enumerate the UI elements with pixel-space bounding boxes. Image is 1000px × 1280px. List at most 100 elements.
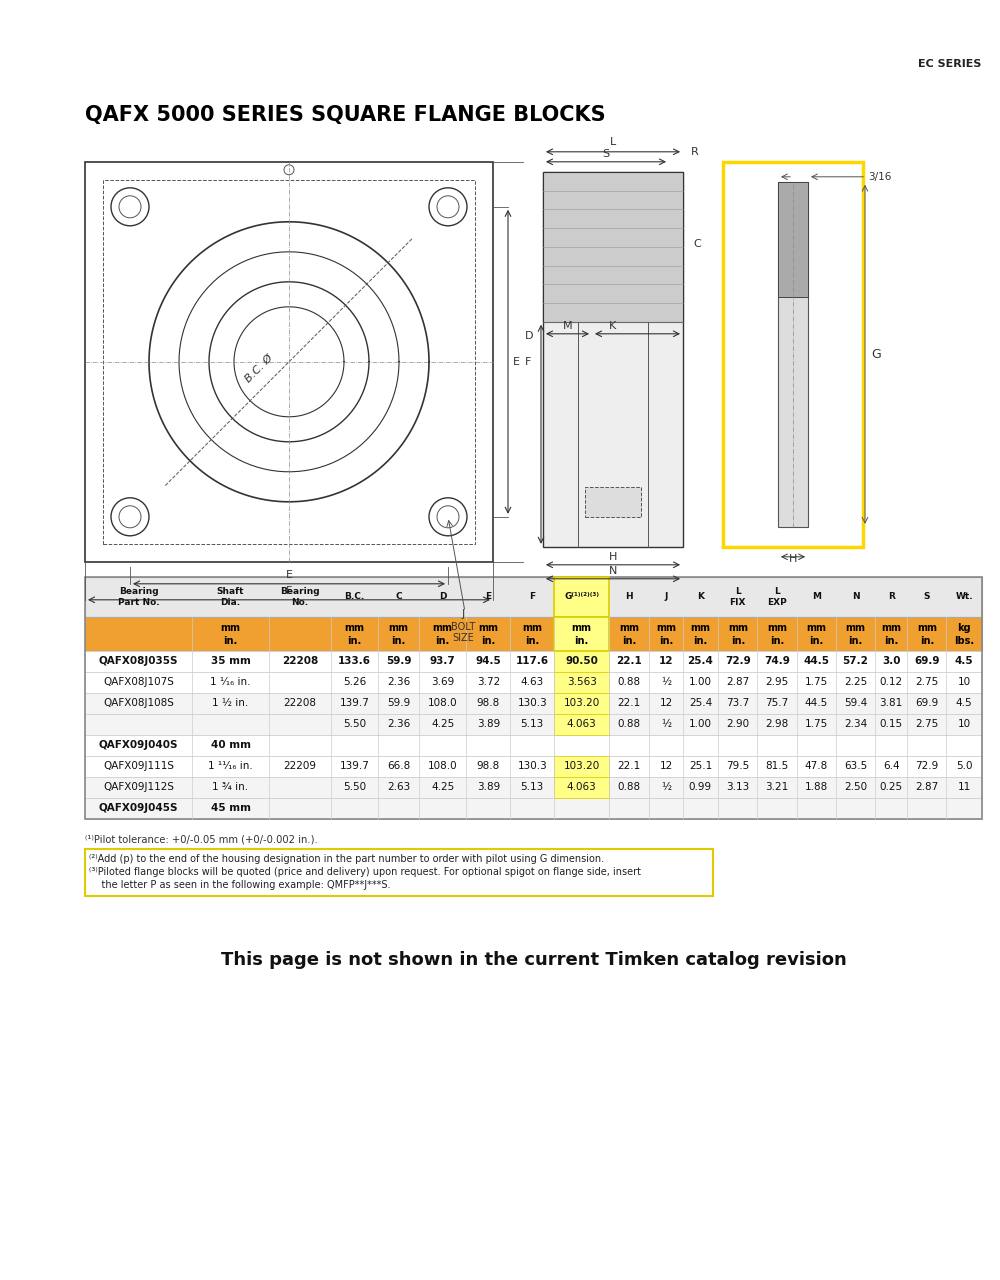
- Text: 4.5: 4.5: [956, 699, 972, 708]
- Text: QAFX08J107S: QAFX08J107S: [103, 677, 174, 687]
- Text: 22.1: 22.1: [618, 762, 641, 772]
- Text: 0.15: 0.15: [880, 719, 903, 730]
- Text: mm: mm: [522, 622, 542, 632]
- Bar: [85, 692, 982, 714]
- Text: 130.3: 130.3: [517, 699, 547, 708]
- Text: 47.8: 47.8: [805, 762, 828, 772]
- Text: 3/16: 3/16: [868, 172, 891, 182]
- Bar: [543, 172, 683, 321]
- Text: in.: in.: [693, 636, 708, 646]
- Text: 5.13: 5.13: [521, 782, 544, 792]
- Text: in.: in.: [770, 636, 784, 646]
- Text: 4.63: 4.63: [521, 677, 544, 687]
- Text: 3.0: 3.0: [882, 657, 900, 667]
- Text: PRODUCT DATA TABLES: PRODUCT DATA TABLES: [825, 20, 981, 33]
- Text: 22.1: 22.1: [618, 699, 641, 708]
- Text: S: S: [924, 593, 930, 602]
- Text: 1.75: 1.75: [805, 719, 828, 730]
- Text: mm: mm: [690, 622, 710, 632]
- Bar: [85, 617, 982, 650]
- Text: mm: mm: [433, 622, 453, 632]
- Text: 12: 12: [659, 699, 673, 708]
- Text: 57.2: 57.2: [843, 657, 868, 667]
- Text: 98.8: 98.8: [477, 762, 500, 772]
- Text: 63.5: 63.5: [844, 762, 867, 772]
- Text: 4.25: 4.25: [431, 782, 454, 792]
- Text: 69.9: 69.9: [915, 699, 938, 708]
- Bar: [554, 692, 609, 714]
- Text: mm: mm: [917, 622, 937, 632]
- Text: 22209: 22209: [284, 762, 317, 772]
- Text: 1.88: 1.88: [805, 782, 828, 792]
- Text: 6.4: 6.4: [883, 762, 899, 772]
- Text: F: F: [529, 593, 535, 602]
- Text: 35 mm: 35 mm: [211, 657, 250, 667]
- Text: 139.7: 139.7: [340, 762, 370, 772]
- Text: 0.88: 0.88: [618, 677, 641, 687]
- Text: 1 ¾ in.: 1 ¾ in.: [212, 782, 249, 792]
- Text: 3.89: 3.89: [477, 782, 500, 792]
- Text: 2.95: 2.95: [765, 677, 789, 687]
- Text: in.: in.: [525, 636, 539, 646]
- Text: 130.3: 130.3: [517, 762, 547, 772]
- Text: N: N: [852, 593, 859, 602]
- Text: 44.5: 44.5: [803, 657, 829, 667]
- Bar: [778, 182, 808, 297]
- Text: 69.9: 69.9: [914, 657, 940, 667]
- Text: mm: mm: [345, 622, 365, 632]
- Text: mm: mm: [881, 622, 901, 632]
- Text: in.: in.: [481, 636, 495, 646]
- Text: 3.72: 3.72: [477, 677, 500, 687]
- Text: mm: mm: [806, 622, 826, 632]
- Text: 4.25: 4.25: [431, 719, 454, 730]
- Text: 79.5: 79.5: [726, 762, 749, 772]
- Text: QAFX09J111S: QAFX09J111S: [103, 762, 174, 772]
- Text: in.: in.: [884, 636, 898, 646]
- Text: D: D: [525, 332, 533, 342]
- Text: QAFX09J040S: QAFX09J040S: [99, 740, 178, 750]
- Text: mm: mm: [619, 622, 639, 632]
- Text: QAFX09J045S: QAFX09J045S: [99, 804, 178, 813]
- Bar: [85, 672, 982, 692]
- Text: K: K: [609, 321, 617, 330]
- Text: in.: in.: [809, 636, 823, 646]
- Text: in.: in.: [731, 636, 745, 646]
- Text: 0.99: 0.99: [689, 782, 712, 792]
- Text: 5.50: 5.50: [343, 782, 366, 792]
- Text: ½: ½: [661, 719, 671, 730]
- Text: 11: 11: [958, 782, 971, 792]
- Text: 66.8: 66.8: [387, 762, 410, 772]
- Text: R: R: [888, 593, 895, 602]
- Text: 59.9: 59.9: [387, 699, 410, 708]
- Bar: [554, 577, 609, 617]
- Bar: [85, 849, 713, 896]
- Text: 1 ¹⁄₁₆ in.: 1 ¹⁄₁₆ in.: [210, 677, 251, 687]
- Text: 81.5: 81.5: [765, 762, 789, 772]
- Bar: [554, 617, 609, 650]
- Text: 4.063: 4.063: [567, 719, 596, 730]
- Text: 3.563: 3.563: [567, 677, 597, 687]
- Text: mm: mm: [572, 622, 592, 632]
- Text: QAFX08J108S: QAFX08J108S: [103, 699, 174, 708]
- Text: Bearing
No.: Bearing No.: [280, 588, 320, 607]
- Text: 25.4: 25.4: [689, 699, 712, 708]
- Bar: [85, 650, 982, 672]
- Text: 133.6: 133.6: [338, 657, 371, 667]
- Text: H: H: [609, 552, 617, 562]
- Text: Wt.: Wt.: [955, 593, 973, 602]
- Text: F: F: [525, 357, 531, 367]
- Text: N: N: [609, 566, 617, 576]
- Text: 2.87: 2.87: [915, 782, 938, 792]
- Text: 59.4: 59.4: [844, 699, 867, 708]
- Text: 0.88: 0.88: [618, 782, 641, 792]
- Text: 2.25: 2.25: [844, 677, 867, 687]
- Text: mm: mm: [845, 622, 865, 632]
- Text: E: E: [485, 593, 491, 602]
- Text: 22208: 22208: [284, 699, 317, 708]
- Text: QAFX 5000 SERIES SQUARE FLANGE BLOCKS: QAFX 5000 SERIES SQUARE FLANGE BLOCKS: [85, 105, 606, 125]
- Bar: [554, 777, 609, 797]
- Text: L
EXP: L EXP: [767, 588, 787, 607]
- Text: 94.5: 94.5: [475, 657, 501, 667]
- Bar: [85, 777, 982, 797]
- Bar: [585, 486, 641, 517]
